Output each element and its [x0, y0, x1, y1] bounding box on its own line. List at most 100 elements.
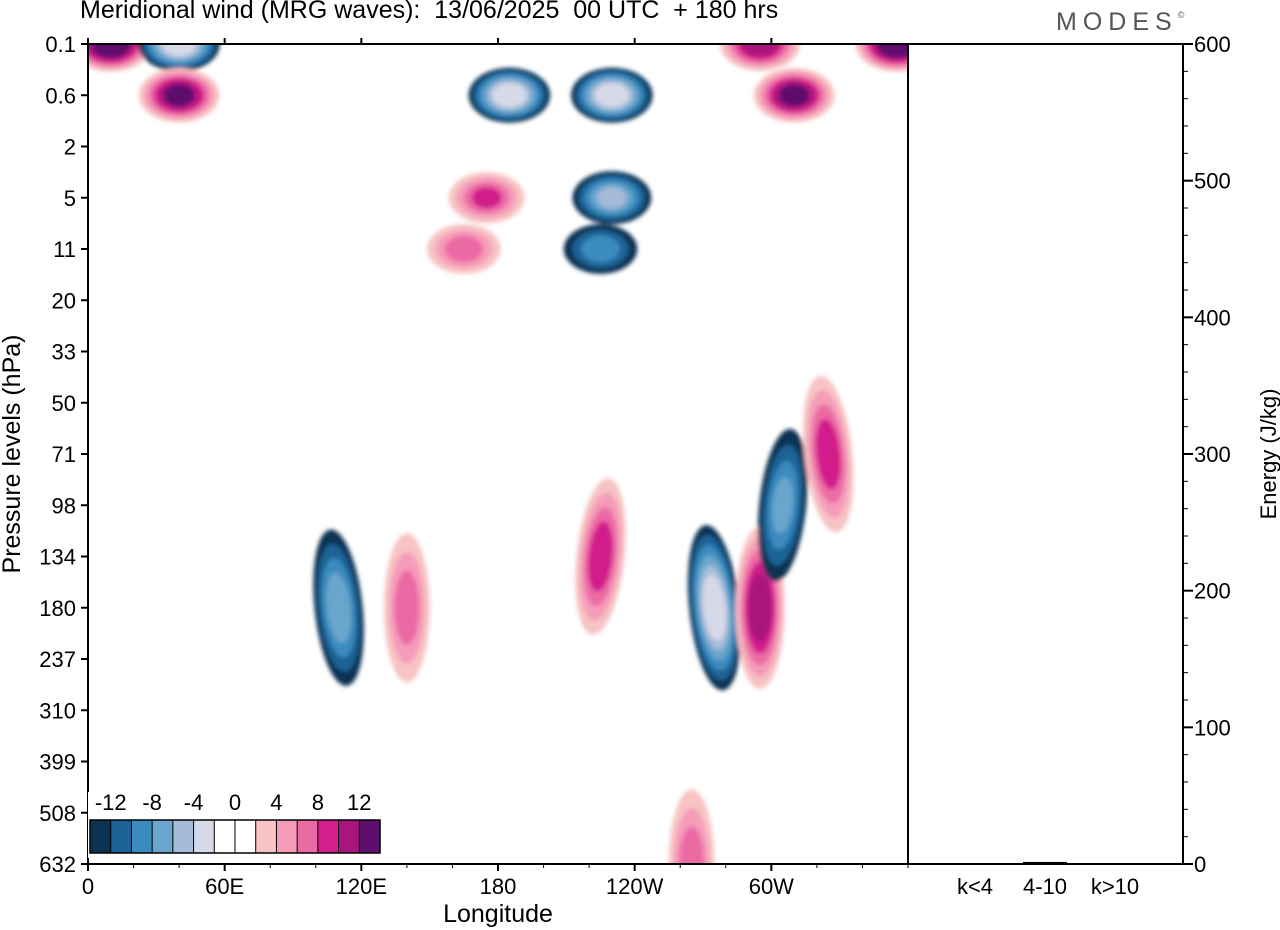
colorbar-label: 12 — [347, 790, 371, 815]
energy-bar — [1093, 864, 1137, 865]
colorbar-swatch — [235, 820, 257, 853]
x-tick-label: 60E — [205, 874, 244, 899]
contour-band — [594, 83, 630, 108]
heatmap-feature — [88, 44, 152, 72]
logo-text: MODES — [1056, 8, 1178, 36]
colorbar-swatch — [90, 820, 112, 853]
energy-tick-label: 300 — [1194, 442, 1231, 467]
y-axis-label: Pressure levels (hPa) — [0, 335, 26, 574]
heatmap-feature — [138, 68, 220, 123]
colorbar-swatch — [172, 820, 195, 853]
contour-band — [596, 187, 627, 209]
y-tick-label: 399 — [39, 750, 76, 775]
energy-category-label: k<4 — [957, 874, 993, 899]
plot-frame — [87, 43, 1184, 865]
heatmap-feature — [758, 428, 808, 582]
energy-panel: 0 100 200 300 400 500 600 k<4 4-10 k>10 — [953, 32, 1231, 899]
heatmap-feature — [575, 478, 626, 635]
contour-band — [581, 235, 620, 263]
colorbar-label: 8 — [312, 790, 324, 815]
colorbar-swatch — [152, 820, 174, 853]
contour-band — [702, 574, 727, 641]
colorbar-swatch — [338, 820, 360, 853]
energy-tick-label: 100 — [1194, 715, 1231, 740]
y-tick-label: 20 — [52, 288, 76, 313]
y-tick-label: 310 — [39, 698, 76, 723]
heatmap-feature — [855, 44, 908, 72]
energy-tick-label: 400 — [1194, 305, 1231, 330]
modes-logo: MODES© — [1056, 8, 1185, 36]
y-tick-label: 237 — [39, 647, 76, 672]
heatmap-feature — [687, 525, 741, 691]
x-tick-label: 180 — [480, 874, 517, 899]
energy-category-label: k>10 — [1091, 874, 1139, 899]
energy-tick-label: 600 — [1194, 32, 1231, 57]
heatmap-feature — [720, 44, 800, 71]
y-tick-label: 5 — [64, 186, 76, 211]
colorbar-swatch — [110, 820, 132, 853]
heatmap-feature — [753, 68, 835, 123]
y-tick-label: 134 — [39, 545, 76, 570]
colorbar-label: 4 — [270, 790, 282, 815]
colorbar-swatch — [214, 820, 236, 853]
contour-band — [748, 573, 772, 642]
colorbar-label: -4 — [184, 790, 204, 815]
contour-band — [444, 235, 484, 263]
colorbar-label: 0 — [229, 790, 241, 815]
x-tick-label: 120E — [336, 874, 387, 899]
y-tick-label: 50 — [52, 391, 76, 416]
contour-band — [742, 44, 778, 57]
contour-band — [471, 187, 502, 209]
heatmap-feature — [668, 789, 715, 864]
contour-band — [326, 572, 352, 643]
y-axis: 0.1 0.6 2 5 11 20 33 50 71 98 134 180 237 310 399 508 63… — [39, 32, 88, 877]
colorbar-swatch — [359, 820, 381, 853]
contour-band — [881, 44, 908, 55]
colorbar-label: -12 — [95, 790, 127, 815]
colorbar-swatch — [131, 820, 153, 853]
contour-band — [161, 44, 197, 57]
colorbar: -12 -8 -4 0 4 8 12 — [88, 790, 382, 858]
energy-tick-label: 500 — [1194, 169, 1231, 194]
contour-band — [772, 477, 794, 534]
contour-band — [492, 83, 527, 108]
y-tick-label: 632 — [39, 852, 76, 877]
contour-band — [779, 84, 810, 106]
heatmap-feature — [313, 529, 364, 686]
colorbar-label: -8 — [142, 790, 162, 815]
y-tick-label: 98 — [52, 493, 76, 518]
colorbar-swatch — [297, 820, 319, 853]
heatmap-feature — [384, 533, 430, 683]
y-tick-label: 33 — [52, 340, 76, 365]
heatmap-feature — [427, 224, 501, 274]
energy-category-label: 4-10 — [1023, 874, 1067, 899]
heatmap-field — [88, 44, 908, 864]
y-tick-label: 11 — [53, 237, 76, 262]
energy-axis-label: Energy (J/kg) — [1256, 389, 1280, 520]
energy-bar — [953, 863, 997, 864]
heatmap-feature — [572, 171, 652, 225]
contour-band — [394, 570, 420, 646]
y-tick-label: 0.1 — [45, 32, 76, 57]
colorbar-swatch — [193, 820, 215, 853]
y-tick-label: 508 — [39, 801, 76, 826]
chart-title: Meridional wind (MRG waves): 13/06/2025 … — [80, 0, 779, 24]
contour-band — [815, 418, 841, 490]
contour-band — [164, 84, 195, 106]
energy-tick-label: 0 — [1194, 852, 1206, 877]
contour-band — [679, 826, 705, 864]
x-axis: 0 60E 120E 180 120W 60W — [82, 38, 909, 899]
heatmap-feature — [448, 172, 525, 224]
colorbar-swatch — [255, 820, 277, 853]
heatmap-feature — [571, 67, 653, 123]
heatmap-feature — [803, 375, 854, 533]
colorbar-swatch — [317, 820, 340, 853]
heatmap-feature — [138, 44, 220, 72]
x-tick-label: 120W — [606, 874, 664, 899]
x-tick-label: 60W — [749, 874, 794, 899]
colorbar-swatch — [276, 820, 298, 853]
heatmap-feature — [563, 224, 638, 274]
x-tick-label: 0 — [82, 874, 94, 899]
y-tick-label: 180 — [39, 596, 76, 621]
